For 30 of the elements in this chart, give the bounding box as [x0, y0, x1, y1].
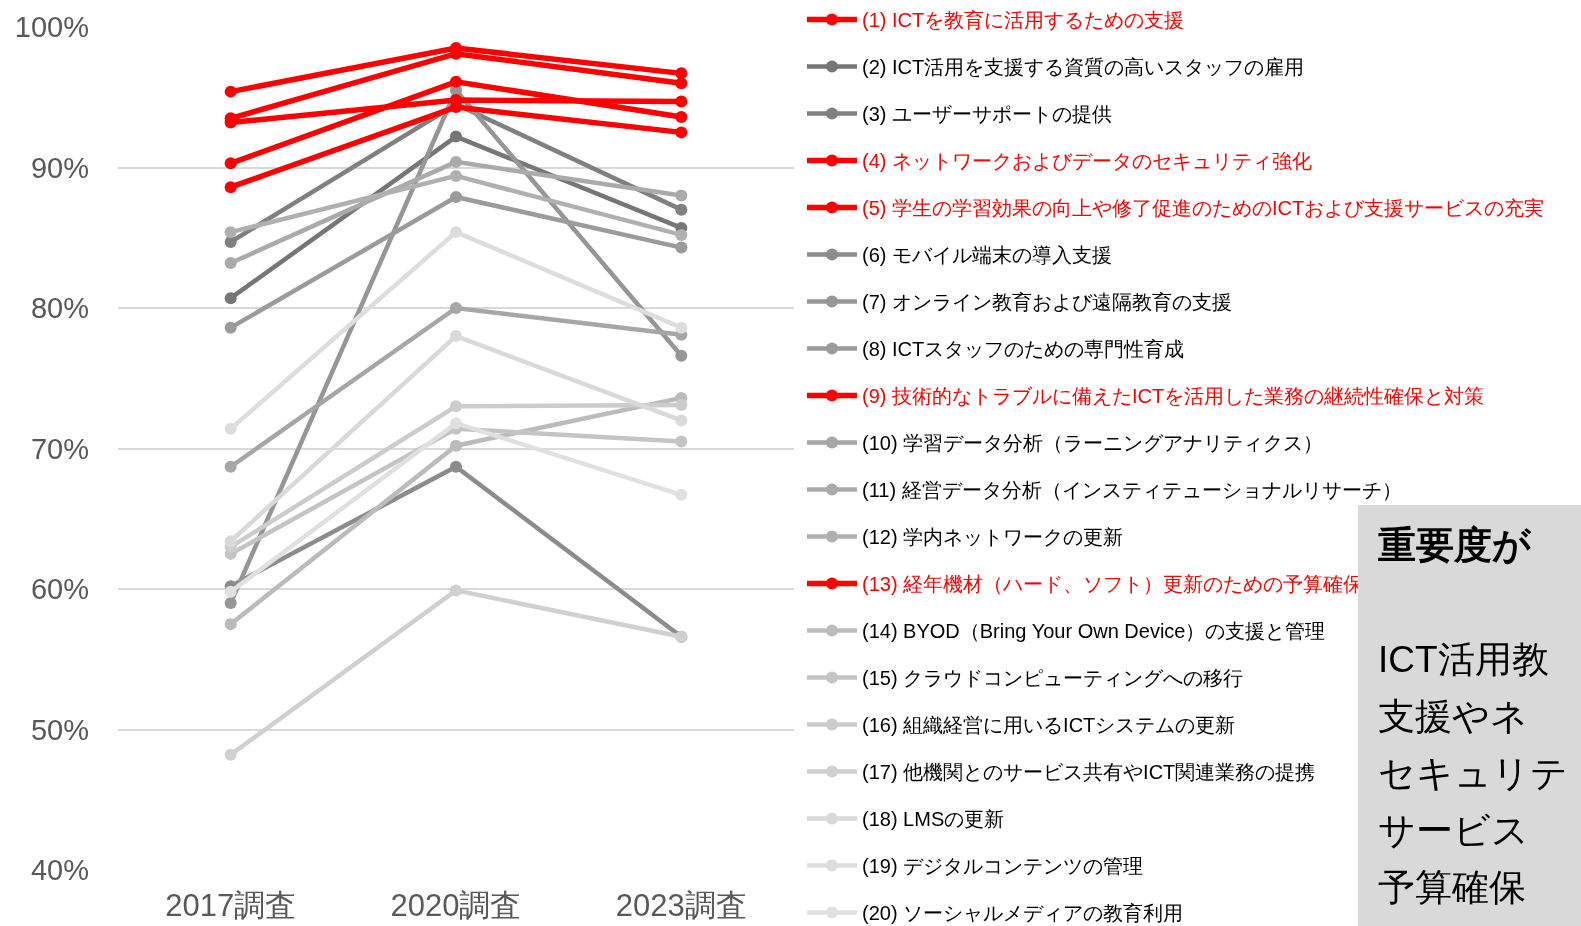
y-tick-label: 40%	[30, 854, 89, 887]
legend-label: (8) ICTスタッフのための専門性育成	[861, 338, 1185, 361]
y-tick-label: 50%	[30, 713, 89, 746]
legend-label: (3) ユーザーサポートの提供	[861, 103, 1112, 126]
y-tick-label: 80%	[30, 292, 89, 325]
legend-label: (20) ソーシャルメディアの教育利用	[861, 902, 1184, 925]
y-tick-label: 90%	[30, 151, 89, 184]
legend-label: (7) オンライン教育および遠隔教育の支援	[861, 291, 1232, 314]
x-tick-label: 2017調査	[165, 888, 297, 923]
legend-label: (10) 学習データ分析（ラーニングアナリティクス）	[861, 432, 1324, 455]
x-tick-label: 2020調査	[390, 888, 522, 923]
y-tick-label: 70%	[30, 432, 89, 465]
legend-label: (5) 学生の学習効果の向上や修了促進のためのICTおよび支援サービスの充実	[861, 197, 1545, 220]
note-panel: 重要度が ICT活用教 支援やネ セキュリテ サービス 予算確保	[1358, 505, 1581, 926]
legend-label: (2) ICT活用を支援する資質の高いスタッフの雇用	[861, 56, 1305, 79]
x-tick-label: 2023調査	[615, 888, 747, 923]
y-tick-label: 60%	[30, 573, 89, 606]
legend-label: (11) 経営データ分析（インスティテューショナルリサーチ）	[861, 479, 1402, 502]
legend-label: (9) 技術的なトラブルに備えたICTを活用した業務の継続性確保と対策	[861, 385, 1485, 408]
legend-label: (15) クラウドコンピューティングへの移行	[861, 667, 1244, 690]
legend-label: (17) 他機関とのサービス共有やICT関連業務の提携	[861, 761, 1316, 784]
legend-label: (1) ICTを教育に活用するための支援	[861, 9, 1185, 32]
legend-label: (6) モバイル端末の導入支援	[861, 244, 1112, 267]
legend-label: (19) デジタルコンテンツの管理	[861, 855, 1144, 878]
legend-label: (16) 組織経営に用いるICTシステムの更新	[861, 714, 1236, 737]
legend-label: (14) BYOD（Bring Your Own Device）の支援と管理	[861, 620, 1326, 643]
legend-label: (12) 学内ネットワークの更新	[861, 526, 1124, 549]
y-tick-label: 100%	[14, 11, 89, 44]
legend-label: (18) LMSの更新	[861, 808, 1005, 831]
legend-label: (4) ネットワークおよびデータのセキュリティ強化	[861, 150, 1312, 173]
